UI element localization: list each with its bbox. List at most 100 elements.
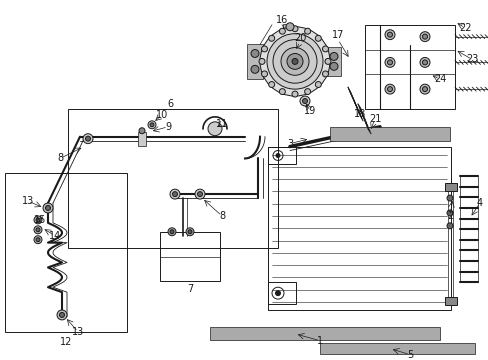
Circle shape — [419, 84, 429, 94]
Circle shape — [187, 230, 192, 234]
Text: 5: 5 — [406, 350, 412, 360]
Circle shape — [268, 35, 274, 41]
Circle shape — [304, 28, 310, 34]
Circle shape — [139, 128, 145, 134]
Circle shape — [384, 30, 394, 40]
Circle shape — [291, 58, 297, 64]
Circle shape — [36, 228, 40, 232]
Circle shape — [261, 71, 267, 77]
Text: 14: 14 — [49, 231, 61, 241]
Bar — [267, 147, 295, 165]
Text: 9: 9 — [164, 122, 171, 132]
Text: 18: 18 — [353, 109, 366, 119]
Circle shape — [83, 134, 93, 144]
Circle shape — [281, 48, 308, 75]
Circle shape — [304, 89, 310, 95]
Circle shape — [322, 46, 328, 52]
Bar — [160, 232, 220, 281]
Circle shape — [207, 122, 222, 136]
Circle shape — [185, 228, 194, 236]
Circle shape — [446, 210, 452, 216]
Circle shape — [291, 26, 297, 32]
Text: 4: 4 — [476, 198, 482, 208]
Circle shape — [195, 189, 204, 199]
Circle shape — [250, 50, 259, 58]
Circle shape — [322, 71, 328, 77]
Bar — [68, 109, 278, 248]
Circle shape — [197, 192, 202, 197]
Circle shape — [286, 54, 303, 69]
Circle shape — [419, 58, 429, 67]
Circle shape — [148, 121, 156, 129]
Text: 13: 13 — [22, 196, 34, 206]
Circle shape — [60, 312, 64, 318]
Circle shape — [250, 66, 259, 73]
Circle shape — [325, 58, 330, 64]
Circle shape — [36, 218, 40, 222]
Circle shape — [279, 28, 285, 34]
Bar — [5, 173, 127, 332]
Circle shape — [34, 226, 42, 234]
Circle shape — [384, 84, 394, 94]
Circle shape — [266, 34, 323, 89]
Bar — [283, 24, 292, 32]
Text: 8: 8 — [57, 153, 63, 163]
Text: 7: 7 — [186, 284, 193, 294]
Text: 20: 20 — [293, 33, 305, 42]
Text: 11: 11 — [215, 119, 228, 129]
Text: 12: 12 — [60, 337, 72, 347]
Circle shape — [446, 223, 452, 229]
Circle shape — [170, 230, 174, 234]
Text: 16: 16 — [275, 15, 287, 25]
Circle shape — [172, 192, 177, 197]
Bar — [329, 127, 449, 141]
Bar — [138, 132, 146, 145]
Circle shape — [34, 216, 42, 224]
Bar — [444, 297, 456, 305]
Text: 22: 22 — [458, 23, 470, 33]
Bar — [267, 282, 295, 304]
Bar — [444, 183, 456, 191]
Circle shape — [168, 228, 176, 236]
Circle shape — [291, 91, 297, 97]
Circle shape — [43, 203, 53, 213]
Circle shape — [315, 82, 321, 87]
Circle shape — [422, 87, 427, 91]
Text: 1: 1 — [316, 336, 323, 346]
Text: 19: 19 — [303, 106, 315, 116]
Bar — [326, 46, 340, 76]
Text: 17: 17 — [331, 30, 344, 40]
Circle shape — [386, 87, 392, 91]
Circle shape — [150, 123, 154, 127]
Circle shape — [329, 62, 337, 70]
Circle shape — [259, 58, 264, 64]
Text: 3: 3 — [286, 139, 292, 149]
Circle shape — [275, 153, 280, 157]
Text: 24: 24 — [433, 74, 445, 84]
Circle shape — [261, 46, 267, 52]
Text: 8: 8 — [219, 211, 224, 221]
Circle shape — [268, 82, 274, 87]
Text: 23: 23 — [465, 54, 477, 64]
Text: 15: 15 — [34, 215, 46, 225]
Bar — [209, 327, 439, 340]
Circle shape — [446, 195, 452, 201]
Circle shape — [260, 27, 329, 96]
Circle shape — [272, 40, 316, 83]
Circle shape — [329, 53, 337, 60]
Text: 6: 6 — [166, 99, 173, 109]
Circle shape — [422, 34, 427, 39]
Circle shape — [36, 238, 40, 242]
Circle shape — [386, 60, 392, 65]
Text: 10: 10 — [156, 110, 168, 120]
Circle shape — [302, 99, 307, 103]
Circle shape — [422, 60, 427, 65]
Circle shape — [85, 136, 90, 141]
Bar — [364, 25, 454, 109]
Circle shape — [384, 58, 394, 67]
Circle shape — [34, 236, 42, 244]
Circle shape — [419, 32, 429, 42]
Circle shape — [315, 35, 321, 41]
Bar — [319, 343, 474, 354]
Circle shape — [170, 189, 180, 199]
